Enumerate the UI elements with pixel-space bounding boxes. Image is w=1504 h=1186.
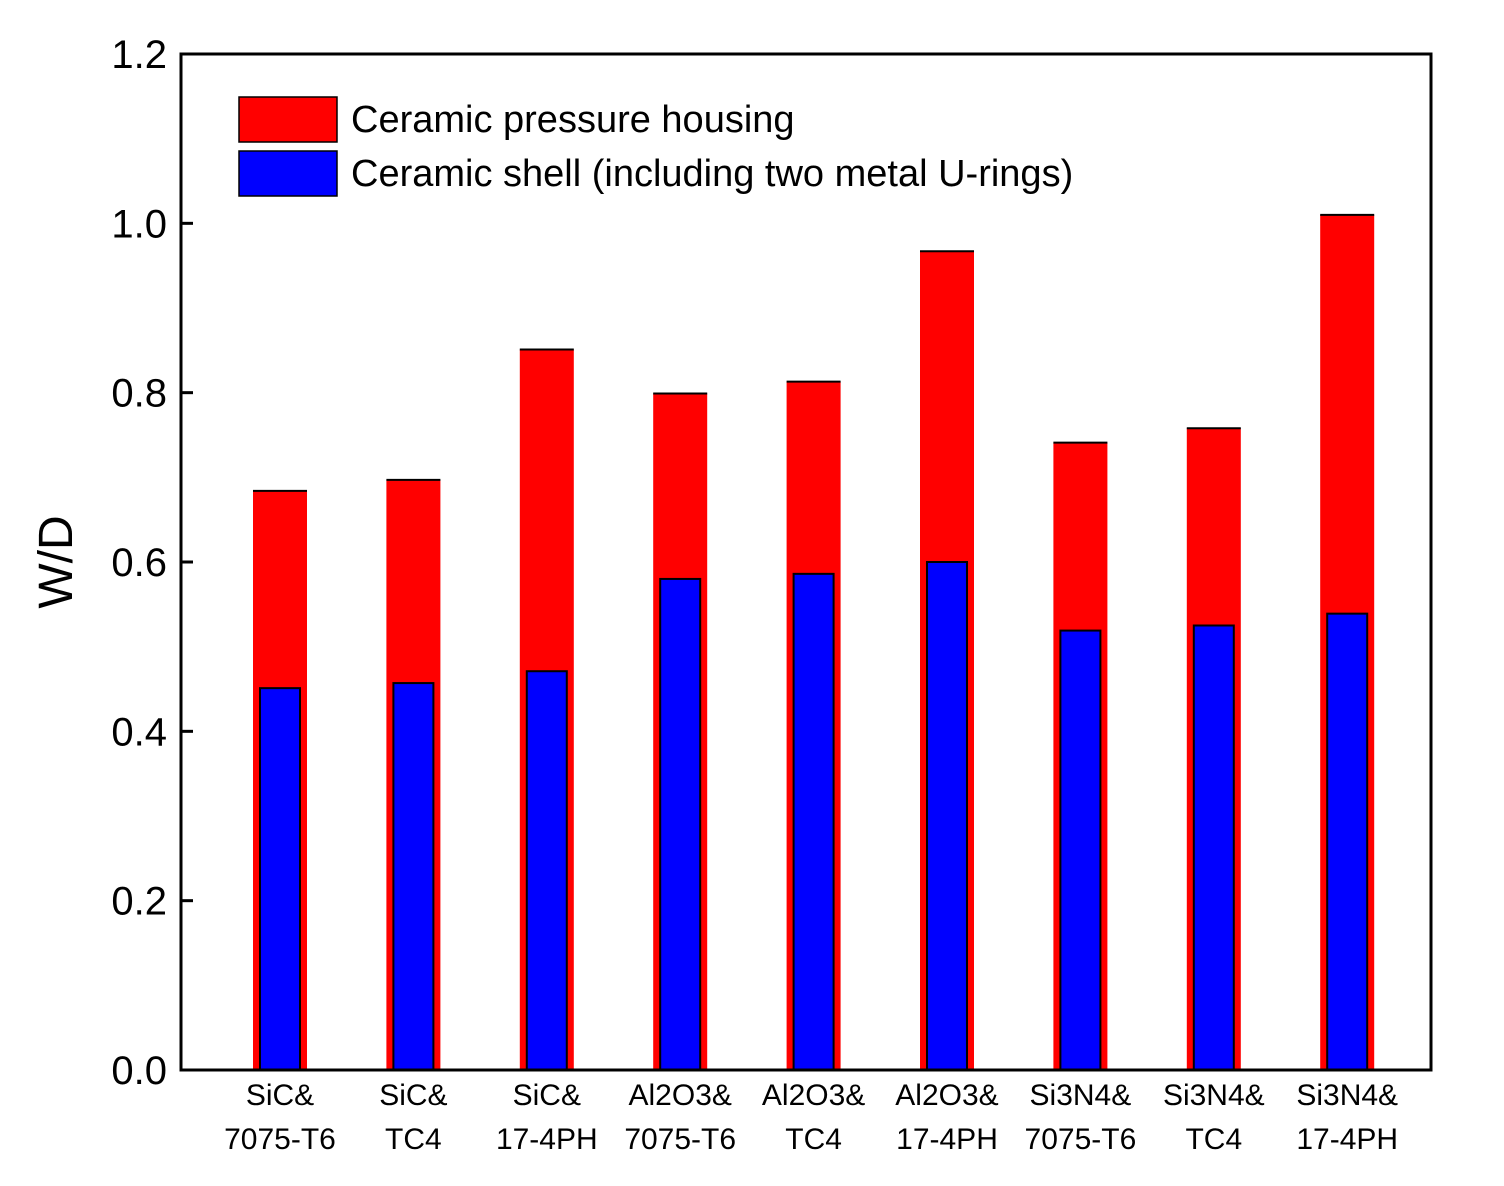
y-axis-title: W/D	[30, 515, 83, 608]
x-category-label: 17-4PH	[896, 1123, 998, 1156]
y-tick-label: 1.0	[111, 202, 167, 246]
x-category-label: 7075-T6	[224, 1123, 336, 1156]
y-axis: 0.0 0.2 0.4 0.6 0.8 1.0 1.2	[111, 33, 193, 1093]
legend-swatch	[238, 96, 338, 143]
x-category-label: SiC&	[379, 1079, 447, 1112]
x-category-label: SiC&	[246, 1079, 314, 1112]
y-tick-label: 0.2	[111, 880, 167, 924]
x-category-label: SiC&	[513, 1079, 581, 1112]
x-category-label: Si3N4&	[1163, 1079, 1265, 1112]
bar-ceramic-shell	[659, 577, 702, 1072]
x-category-label: Si3N4&	[1296, 1079, 1398, 1112]
legend-label: Ceramic pressure housing	[351, 99, 795, 141]
legend-label: Ceramic shell (including two metal U-rin…	[351, 153, 1073, 195]
x-category-label: TC4	[1185, 1123, 1242, 1156]
y-tick-label: 0.6	[111, 541, 167, 585]
x-category-label: Al2O3&	[895, 1079, 998, 1112]
legend: Ceramic pressure housing Ceramic shell (i…	[238, 96, 1073, 197]
x-category-label: Si3N4&	[1030, 1079, 1132, 1112]
bar-ceramic-shell	[392, 682, 435, 1071]
bar-ceramic-shell	[1059, 629, 1102, 1072]
bar-ceramic-shell	[792, 572, 835, 1071]
bar-ceramic-shell	[525, 670, 568, 1071]
x-category-label: 17-4PH	[1296, 1123, 1398, 1156]
x-category-label: TC4	[385, 1123, 442, 1156]
x-category-label: Al2O3&	[762, 1079, 865, 1112]
legend-swatch	[238, 150, 338, 197]
y-tick-label: 0.4	[111, 710, 167, 754]
y-tick-label: 0.8	[111, 372, 167, 416]
bar-ceramic-shell	[1192, 624, 1235, 1071]
bars-layer	[253, 213, 1375, 1072]
y-tick-label: 1.2	[111, 33, 167, 77]
bar-ceramic-shell	[1326, 612, 1369, 1071]
x-category-label: 17-4PH	[496, 1123, 598, 1156]
y-tick-label: 0.0	[111, 1049, 167, 1093]
bar-ceramic-shell	[259, 687, 301, 1071]
bar-ceramic-shell	[926, 561, 968, 1071]
x-axis: SiC&7075-T6 SiC&TC4 SiC&17-4PH Al2O3&7075-T…	[224, 1079, 1398, 1156]
x-category-label: TC4	[785, 1123, 842, 1156]
x-category-label: Al2O3&	[629, 1079, 732, 1112]
x-category-label: 7075-T6	[1025, 1123, 1137, 1156]
x-category-label: 7075-T6	[624, 1123, 736, 1156]
